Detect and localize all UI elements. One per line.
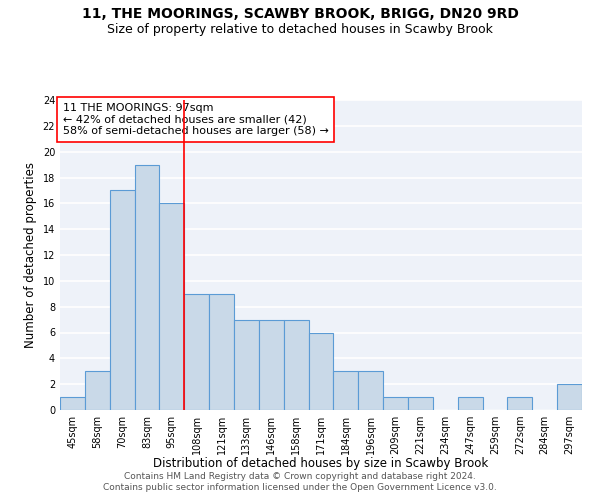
Bar bbox=[234, 320, 259, 410]
Bar bbox=[85, 371, 110, 410]
Text: Contains HM Land Registry data © Crown copyright and database right 2024.: Contains HM Land Registry data © Crown c… bbox=[124, 472, 476, 481]
Bar bbox=[408, 397, 433, 410]
Bar bbox=[209, 294, 234, 410]
Bar bbox=[334, 371, 358, 410]
Bar bbox=[160, 204, 184, 410]
Text: Size of property relative to detached houses in Scawby Brook: Size of property relative to detached ho… bbox=[107, 22, 493, 36]
Bar bbox=[508, 397, 532, 410]
Text: Distribution of detached houses by size in Scawby Brook: Distribution of detached houses by size … bbox=[154, 458, 488, 470]
Y-axis label: Number of detached properties: Number of detached properties bbox=[24, 162, 37, 348]
Bar bbox=[557, 384, 582, 410]
Bar bbox=[358, 371, 383, 410]
Bar bbox=[284, 320, 308, 410]
Bar bbox=[308, 332, 334, 410]
Bar bbox=[383, 397, 408, 410]
Text: Contains public sector information licensed under the Open Government Licence v3: Contains public sector information licen… bbox=[103, 484, 497, 492]
Text: 11, THE MOORINGS, SCAWBY BROOK, BRIGG, DN20 9RD: 11, THE MOORINGS, SCAWBY BROOK, BRIGG, D… bbox=[82, 8, 518, 22]
Bar bbox=[259, 320, 284, 410]
Bar bbox=[110, 190, 134, 410]
Bar bbox=[60, 397, 85, 410]
Bar bbox=[134, 164, 160, 410]
Bar bbox=[458, 397, 482, 410]
Bar bbox=[184, 294, 209, 410]
Text: 11 THE MOORINGS: 97sqm
← 42% of detached houses are smaller (42)
58% of semi-det: 11 THE MOORINGS: 97sqm ← 42% of detached… bbox=[63, 103, 329, 136]
